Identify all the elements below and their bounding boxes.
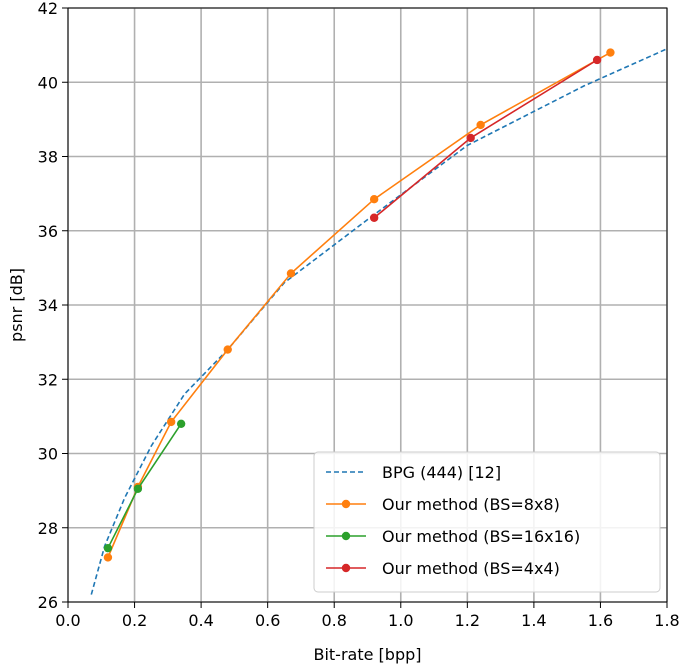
data-point — [606, 48, 615, 57]
legend-label: Our method (BS=8x8) — [382, 495, 560, 514]
legend-marker — [341, 499, 351, 509]
x-tick-label: 0.4 — [188, 611, 213, 630]
x-axis-label: Bit-rate [bpp] — [313, 645, 421, 664]
y-tick-label: 40 — [38, 73, 58, 92]
legend-label: Our method (BS=4x4) — [382, 559, 560, 578]
x-tick-label: 1.2 — [455, 611, 480, 630]
data-point — [369, 194, 379, 204]
y-tick-label: 30 — [38, 445, 58, 464]
data-point — [592, 55, 602, 65]
data-point — [176, 419, 186, 428]
x-tick-label: 1.8 — [654, 611, 679, 630]
data-point — [466, 133, 475, 143]
data-point — [369, 213, 379, 222]
legend-marker — [341, 531, 351, 541]
y-tick-label: 38 — [38, 148, 58, 167]
y-tick-label: 42 — [38, 0, 58, 18]
x-tick-label: 0.0 — [55, 611, 80, 630]
data-point — [103, 553, 113, 562]
axis-ticks: 0.0 0.2 0.4 0.6 0.8 1.0 1.2 1.4 1.6 1.8 26 28 30 32 34… — [38, 0, 680, 630]
legend: BPG (444) [12] Our method (BS=8x8) Our met… — [313, 451, 661, 593]
x-tick-label: 0.6 — [255, 611, 280, 630]
legend-box — [313, 451, 661, 593]
data-point — [286, 269, 296, 278]
series-line — [107, 423, 182, 549]
legend-label: Our method (BS=16x16) — [382, 527, 580, 546]
legend-entry: BPG (444) [12] — [326, 463, 501, 482]
x-tick-label: 0.2 — [122, 611, 147, 630]
x-tick-label: 1.4 — [521, 611, 546, 630]
y-axis-label: psnr [dB] — [7, 268, 26, 342]
data-point — [476, 120, 485, 130]
legend-entry: Our method (BS=4x4) — [326, 559, 560, 578]
data-point — [103, 543, 113, 553]
y-tick-label: 26 — [38, 593, 58, 612]
legend-entry: Our method (BS=8x8) — [326, 495, 560, 514]
legend-label: BPG (444) [12] — [382, 463, 501, 482]
y-tick-label: 28 — [38, 519, 58, 538]
series-3 — [369, 55, 602, 222]
y-tick-label: 34 — [38, 296, 58, 315]
data-point — [166, 417, 176, 427]
series-line — [373, 59, 598, 219]
x-tick-label: 1.6 — [588, 611, 613, 630]
plot-series — [90, 48, 668, 595]
x-tick-label: 0.8 — [321, 611, 346, 630]
legend-entry: Our method (BS=16x16) — [326, 527, 580, 546]
y-tick-label: 36 — [38, 222, 58, 241]
series-line — [107, 51, 611, 558]
series-2 — [103, 419, 186, 553]
x-tick-label: 1.0 — [388, 611, 413, 630]
data-point — [133, 484, 143, 493]
data-point — [223, 345, 232, 354]
legend-marker — [341, 563, 351, 573]
y-tick-label: 32 — [38, 370, 58, 389]
